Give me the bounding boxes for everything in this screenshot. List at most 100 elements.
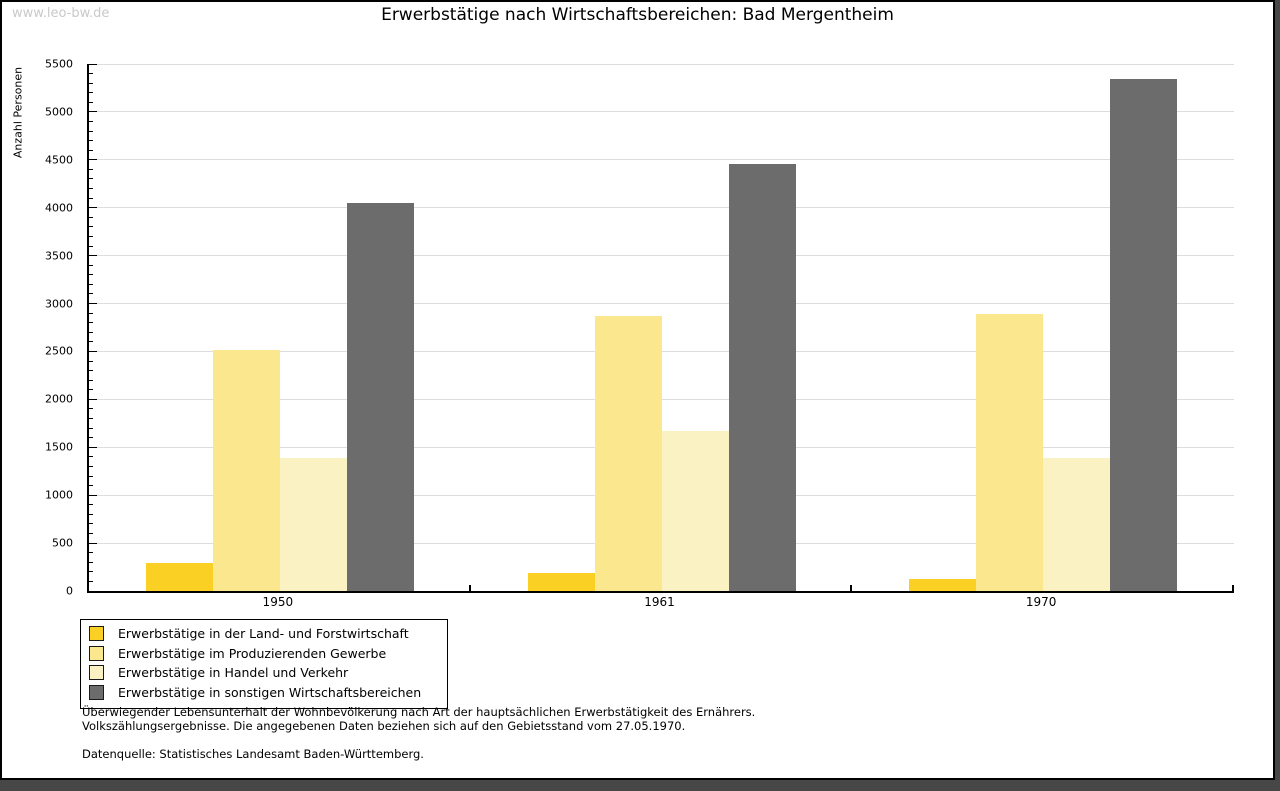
- y-minor-tick: [89, 168, 93, 170]
- y-major-tick: [89, 255, 97, 257]
- bar-series2-1970: [976, 314, 1044, 591]
- bar-series3-1970: [1043, 457, 1111, 591]
- bar-series1-1950: [145, 563, 213, 591]
- y-minor-tick: [89, 533, 93, 535]
- bar-series2-1950: [212, 349, 280, 591]
- y-minor-tick: [89, 235, 93, 237]
- bar-series3-1961: [661, 430, 729, 591]
- y-minor-tick: [89, 456, 93, 458]
- legend-label-2: Erwerbstätige im Produzierenden Gewerbe: [118, 645, 387, 661]
- legend-item-3: Erwerbstätige in Handel und Verkehr: [89, 663, 437, 683]
- y-tick-label-5000: 5000: [45, 105, 73, 119]
- y-minor-tick: [89, 283, 93, 285]
- y-tick-label-0: 0: [66, 584, 73, 598]
- x-boundary-tick-1: [468, 585, 471, 591]
- y-major-tick: [89, 303, 97, 305]
- bar-group-1950: [145, 64, 414, 591]
- bar-series4-1950: [346, 202, 414, 591]
- bar-series1-1961: [527, 572, 595, 591]
- y-tick-label-1000: 1000: [45, 488, 73, 502]
- plot-area: [87, 63, 1234, 593]
- y-minor-tick: [89, 504, 93, 506]
- y-minor-tick: [89, 92, 93, 94]
- y-minor-tick: [89, 561, 93, 563]
- y-minor-tick: [89, 552, 93, 554]
- gridline-3000: [89, 303, 1234, 305]
- gridline-3500: [89, 255, 1234, 257]
- legend-swatch-1: [89, 626, 104, 642]
- y-major-tick: [89, 207, 97, 209]
- y-tick-label-3500: 3500: [45, 249, 73, 263]
- y-minor-tick: [89, 341, 93, 343]
- footnote-line-2: Volkszählungsergebnisse. Die angegebenen…: [82, 719, 686, 733]
- legend-items: Erwerbstätige in der Land- und Forstwirt…: [89, 624, 437, 702]
- legend-swatch-2: [89, 645, 104, 661]
- bar-series4-1961: [728, 163, 796, 591]
- y-minor-tick: [89, 264, 93, 266]
- x-tick-label-1950: 1950: [262, 595, 294, 609]
- y-minor-tick: [89, 178, 93, 180]
- y-minor-tick: [89, 331, 93, 333]
- y-minor-tick: [89, 580, 93, 582]
- y-minor-tick: [89, 437, 93, 439]
- gridline-2000: [89, 398, 1234, 400]
- y-minor-tick: [89, 427, 93, 429]
- gridline-4500: [89, 159, 1234, 161]
- x-axis-labels: 1950 1961 1970: [87, 595, 1232, 611]
- y-minor-tick: [89, 370, 93, 372]
- y-minor-tick: [89, 418, 93, 420]
- y-minor-tick: [89, 293, 93, 295]
- legend-swatch-4: [89, 684, 104, 700]
- x-boundary-tick-2: [850, 585, 853, 591]
- y-minor-tick: [89, 245, 93, 247]
- gridline-4000: [89, 207, 1234, 209]
- y-tick-label-2000: 2000: [45, 392, 73, 406]
- y-minor-tick: [89, 121, 93, 122]
- legend-box: Erwerbstätige in der Land- und Forstwirt…: [80, 619, 448, 709]
- y-minor-tick: [89, 73, 93, 75]
- bar-group-1970: [909, 64, 1178, 591]
- y-minor-tick: [89, 82, 93, 84]
- y-minor-tick: [89, 360, 93, 362]
- y-minor-tick: [89, 226, 93, 228]
- legend-item-1: Erwerbstätige in der Land- und Forstwirt…: [89, 624, 437, 644]
- y-major-tick: [89, 398, 97, 400]
- legend-label-1: Erwerbstätige in der Land- und Forstwirt…: [118, 626, 409, 642]
- gridline-2500: [89, 350, 1234, 352]
- y-minor-tick: [89, 216, 93, 218]
- data-source: Datenquelle: Statistisches Landesamt Bad…: [82, 747, 424, 761]
- y-tick-label-1500: 1500: [45, 440, 73, 454]
- y-minor-tick: [89, 188, 93, 190]
- bar-series1-1970: [909, 578, 977, 591]
- y-major-tick: [89, 446, 97, 448]
- gridline-5000: [89, 111, 1234, 113]
- y-axis-labels: 0 500 1000 1500 2000 2500 3000 3500 4000 4500 5000…: [2, 58, 80, 598]
- y-minor-tick: [89, 379, 93, 381]
- y-minor-tick: [89, 140, 93, 142]
- y-minor-tick: [89, 513, 93, 515]
- y-tick-label-2500: 2500: [45, 344, 73, 358]
- y-minor-tick: [89, 408, 93, 410]
- gridline-5500: [89, 63, 1234, 65]
- y-minor-tick: [89, 149, 93, 151]
- y-tick-label-4500: 4500: [45, 153, 73, 167]
- x-tick-label-1970: 1970: [1025, 595, 1057, 609]
- y-minor-tick: [89, 322, 93, 324]
- legend-label-4: Erwerbstätige in sonstigen Wirtschaftsbe…: [118, 684, 422, 700]
- y-minor-tick: [89, 571, 93, 573]
- y-tick-label-3000: 3000: [45, 297, 73, 311]
- y-minor-tick: [89, 312, 93, 314]
- y-major-tick: [89, 63, 97, 65]
- y-major-tick: [89, 111, 97, 113]
- y-tick-label-5500: 5500: [45, 57, 73, 71]
- y-minor-tick: [89, 130, 93, 132]
- bar-series2-1961: [594, 316, 662, 591]
- y-minor-tick: [89, 389, 93, 391]
- y-minor-tick: [89, 523, 93, 525]
- bar-group-1961: [527, 64, 796, 591]
- bar-series4-1970: [1110, 79, 1178, 591]
- y-tick-label-4000: 4000: [45, 201, 73, 215]
- legend-item-2: Erwerbstätige im Produzierenden Gewerbe: [89, 644, 437, 664]
